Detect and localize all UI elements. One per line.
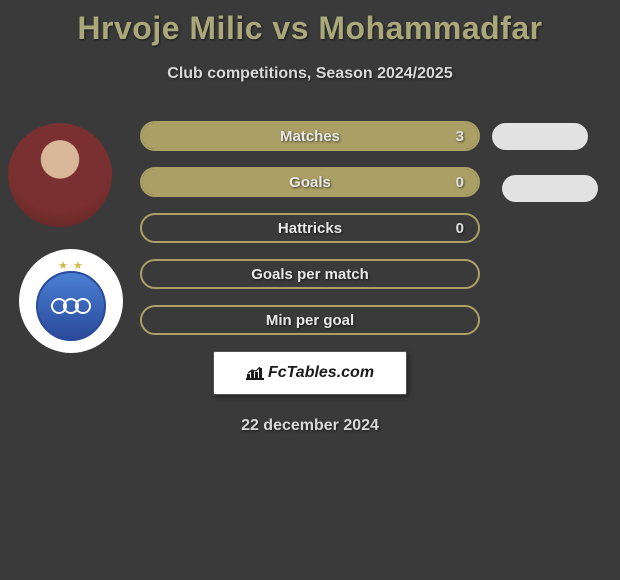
stat-value: 0 xyxy=(456,169,464,195)
footer: FcTables.com xyxy=(0,351,620,395)
page-title: Hrvoje Milic vs Mohammadfar xyxy=(0,0,620,47)
season-subtitle: Club competitions, Season 2024/2025 xyxy=(0,65,620,83)
stat-row-goals: Goals 0 xyxy=(140,167,480,197)
club-logo: ★ ★ xyxy=(31,261,111,341)
brand-box[interactable]: FcTables.com xyxy=(213,351,407,395)
comparison-pill xyxy=(492,123,588,150)
player-avatar xyxy=(8,123,112,227)
chart-icon xyxy=(246,366,264,380)
stat-value: 3 xyxy=(456,123,464,149)
club-avatar: ★ ★ xyxy=(19,249,123,353)
comparison-content: ★ ★ Matches 3 Goals 0 Hattricks 0 xyxy=(0,121,620,335)
stat-label: Min per goal xyxy=(142,307,478,333)
stat-row-matches: Matches 3 xyxy=(140,121,480,151)
date-label: 22 december 2024 xyxy=(0,417,620,435)
stat-label: Matches xyxy=(142,123,478,149)
stat-row-hattricks: Hattricks 0 xyxy=(140,213,480,243)
stat-label: Goals xyxy=(142,169,478,195)
comparison-pill xyxy=(502,175,598,202)
stat-value: 0 xyxy=(456,215,464,241)
stat-row-min-per-goal: Min per goal xyxy=(140,305,480,335)
stats-rows: Matches 3 Goals 0 Hattricks 0 Goals per … xyxy=(140,121,480,335)
brand-label: FcTables.com xyxy=(268,364,374,382)
club-circle-icon xyxy=(36,271,106,341)
stat-label: Goals per match xyxy=(142,261,478,287)
stat-row-goals-per-match: Goals per match xyxy=(140,259,480,289)
stat-label: Hattricks xyxy=(142,215,478,241)
